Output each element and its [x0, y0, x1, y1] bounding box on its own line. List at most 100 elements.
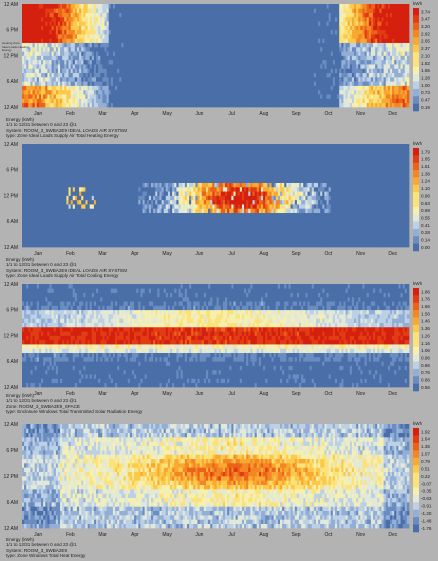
heatmap-cell	[201, 25, 205, 31]
heatmap-cell	[244, 46, 247, 52]
heatmap-cell	[349, 51, 353, 56]
heatmap-cell	[76, 38, 80, 43]
heatmap-cell	[125, 8, 129, 13]
heatmap-cell	[383, 12, 387, 18]
heatmap-cell	[225, 42, 228, 48]
heatmap-cell	[322, 38, 325, 43]
heatmap-cell	[305, 42, 308, 48]
heatmap-cell	[189, 4, 192, 9]
heatmap-cell	[366, 68, 370, 74]
heatmap-cell	[237, 8, 241, 13]
heatmap-cell	[167, 42, 171, 48]
heatmap-cell	[385, 85, 389, 91]
heatmap-cell	[53, 76, 57, 82]
heatmap-cell	[235, 34, 239, 39]
heatmap-cell	[244, 51, 247, 56]
heatmap-cell	[250, 34, 253, 39]
heatmap-cell	[387, 16, 391, 22]
heatmap-cell	[354, 46, 357, 52]
heatmap-cell	[241, 42, 245, 48]
heatmap-cell	[286, 81, 289, 86]
heatmap-cell	[296, 55, 300, 61]
heatmap-cell	[305, 94, 308, 99]
heatmap-cell	[161, 94, 165, 99]
heatmap-cell	[161, 12, 165, 18]
heatmap-cell	[38, 34, 42, 39]
heatmap-cell	[330, 94, 334, 99]
heatmap-cell	[358, 94, 361, 99]
heatmap-cell	[62, 229, 65, 235]
heatmap-cell	[225, 55, 228, 61]
heatmap-cell	[36, 199, 40, 205]
heatmap-cell	[404, 89, 408, 95]
heatmap-cell	[191, 8, 194, 13]
heatmap-cell	[136, 34, 139, 39]
heatmap-cell	[377, 38, 380, 43]
heatmap-cell	[172, 51, 175, 56]
heatmap-cell	[32, 34, 36, 39]
heatmap-cell	[38, 186, 42, 192]
heatmap-cell	[81, 89, 84, 95]
heatmap-cell	[98, 64, 101, 69]
heatmap-cell	[134, 12, 137, 18]
heatmap-cell	[282, 94, 285, 99]
heatmap-cell	[34, 89, 38, 95]
heatmap-cell	[93, 89, 97, 95]
heatmap-cell	[123, 55, 126, 61]
heatmap-cell	[345, 42, 349, 48]
heatmap-cell	[38, 81, 42, 86]
heatmap-cell	[81, 59, 84, 65]
heatmap-cell	[34, 182, 38, 188]
heatmap-cell	[286, 46, 289, 52]
month-tick-label: Jan	[34, 111, 42, 117]
heatmap-cell	[389, 76, 393, 82]
heatmap-cell	[248, 21, 251, 26]
heatmap-cell	[134, 42, 137, 48]
heatmap-cell	[53, 46, 57, 52]
heatmap-cell	[396, 76, 399, 82]
heatmap-cell	[163, 94, 167, 99]
month-tick-label: Aug	[259, 111, 268, 117]
heatmap-cell	[123, 68, 126, 74]
heatmap-cell	[26, 25, 29, 31]
heatmap-cell	[51, 174, 55, 179]
heatmap-cell	[72, 64, 76, 69]
heatmap-cell	[45, 156, 48, 162]
heatmap-cell	[195, 89, 198, 95]
heatmap-cell	[387, 81, 391, 86]
heatmap-cell	[100, 72, 103, 78]
heatmap-cell	[345, 55, 349, 61]
heatmap-cell	[265, 4, 268, 9]
heatmap-cell	[404, 16, 408, 22]
heatmap-cell	[148, 51, 152, 56]
heatmap-cell	[119, 102, 122, 108]
heatmap-cell	[241, 25, 245, 31]
heatmap-cell	[182, 4, 186, 9]
heatmap-cell	[43, 55, 46, 61]
heatmap-cell	[218, 72, 222, 78]
heatmap-cell	[98, 34, 101, 39]
heatmap-cell	[258, 46, 262, 52]
heatmap-cell	[138, 21, 141, 26]
heatmap-cell	[373, 68, 376, 74]
heatmap-cell	[195, 8, 198, 13]
heatmap-cell	[404, 21, 408, 26]
heatmap-cell	[263, 94, 266, 99]
heatmap-cell	[201, 76, 205, 82]
heatmap-cell	[385, 29, 389, 35]
heatmap-cell	[296, 25, 300, 31]
heatmap-cell	[286, 12, 289, 18]
heatmap-cell	[227, 94, 230, 99]
heatmap-cell	[148, 76, 152, 82]
heatmap-cell	[49, 221, 52, 226]
heatmap-cell	[389, 46, 393, 52]
heatmap-cell	[290, 4, 294, 9]
heatmap-cell	[377, 98, 380, 104]
caption-line: System: ROOM_3_5WBA2E9 IDEAL LOADS AIR S…	[6, 127, 128, 133]
heatmap-cell	[354, 68, 357, 74]
heatmap-cell	[189, 16, 192, 22]
heatmap-cell	[182, 29, 186, 35]
heatmap-cell	[79, 8, 82, 13]
heatmap-cell	[305, 76, 308, 82]
heatmap-cell	[32, 234, 36, 239]
